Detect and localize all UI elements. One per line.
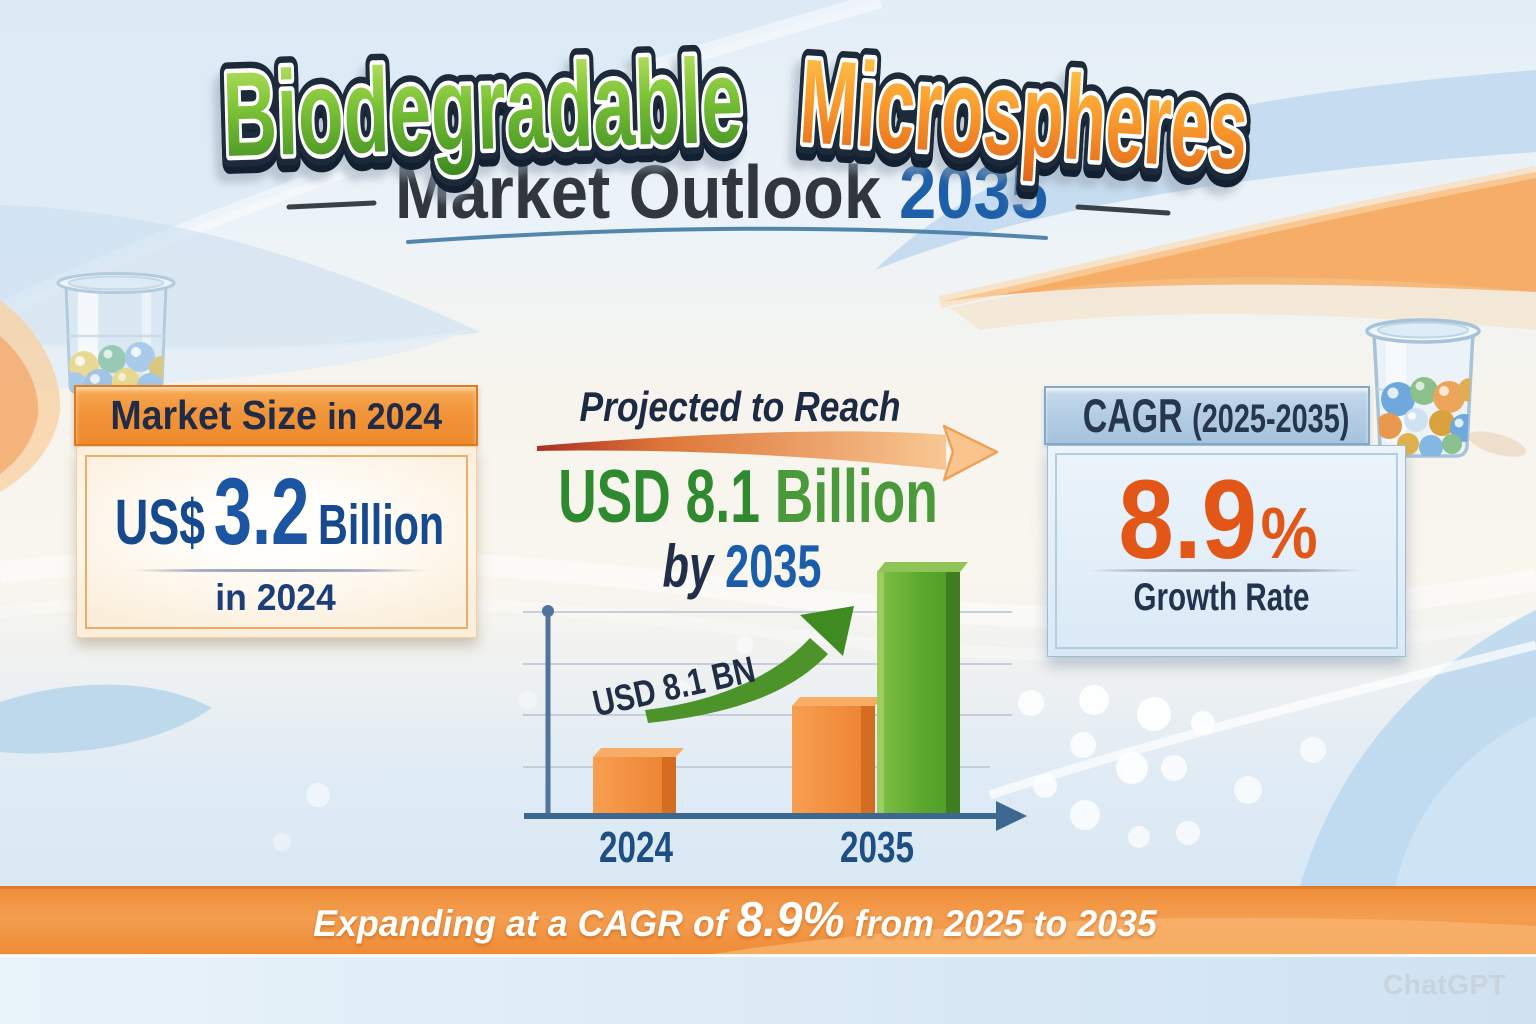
svg-text:Biodegradable: Biodegradable — [221, 34, 745, 182]
svg-text:2035: 2035 — [899, 150, 1048, 234]
svg-text:Microspheres: Microspheres — [796, 34, 1251, 195]
svg-text:Biodegradable: Biodegradable — [221, 34, 745, 182]
svg-text:Microspheres: Microspheres — [796, 34, 1251, 195]
svg-text:Biodegradable: Biodegradable — [215, 48, 739, 196]
svg-text:Biodegradable: Biodegradable — [221, 34, 745, 182]
svg-text:Biodegradable: Biodegradable — [221, 41, 745, 189]
svg-text:Market Outlook: Market Outlook — [395, 150, 881, 234]
